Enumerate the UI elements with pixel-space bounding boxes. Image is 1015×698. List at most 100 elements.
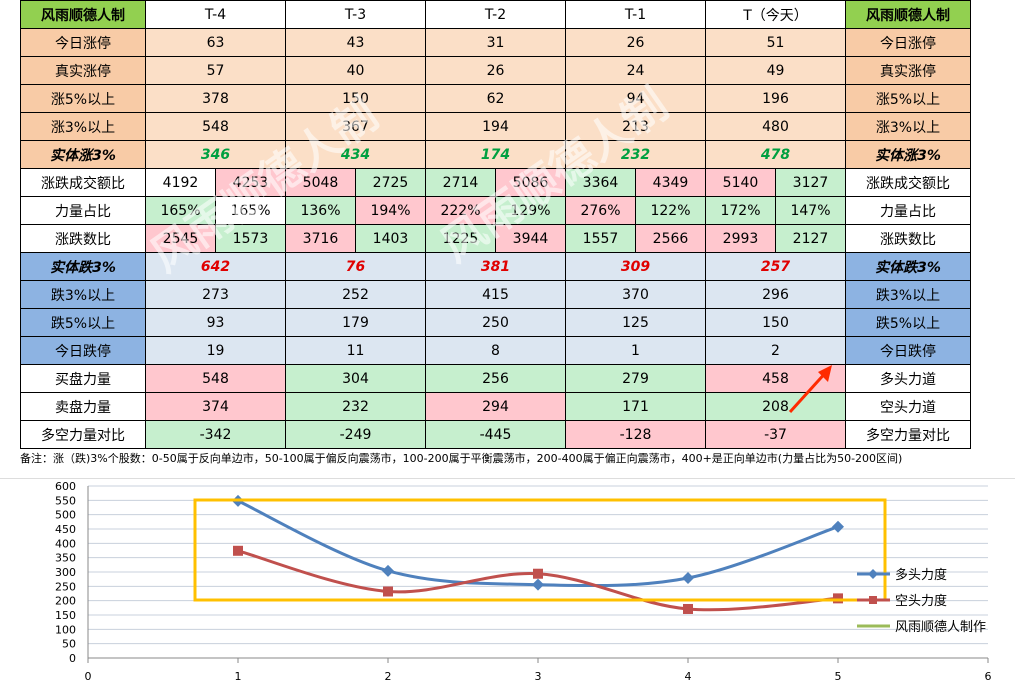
value-cell: 31 xyxy=(425,28,566,57)
y-tick-label: 300 xyxy=(55,566,76,579)
y-tick-label: 500 xyxy=(55,509,76,522)
row-label: 买盘力量 xyxy=(20,364,146,393)
value-cell: 232 xyxy=(565,140,706,169)
value-cell: 125 xyxy=(565,308,706,337)
y-tick-label: 550 xyxy=(55,494,76,507)
y-tick-label: 200 xyxy=(55,595,76,608)
pair-down-value: 122% xyxy=(636,197,705,224)
pair-down-value: 1403 xyxy=(356,225,425,252)
row-label-right: 涨跌数比 xyxy=(845,224,971,253)
row-label: 跌3%以上 xyxy=(20,280,146,309)
value-cell: 346 xyxy=(145,140,286,169)
row-label-right: 实体跌3% xyxy=(845,252,971,281)
row-label: 今日涨停 xyxy=(20,28,146,57)
pair-cell: 222% 129% xyxy=(425,196,566,225)
legend-marker xyxy=(869,596,877,604)
value-cell: 434 xyxy=(285,140,426,169)
value-cell: 150 xyxy=(705,308,846,337)
data-point-square xyxy=(683,603,693,614)
value-cell: -342 xyxy=(145,420,286,449)
column-header: T-1 xyxy=(565,0,706,29)
pair-cell: 172% 147% xyxy=(705,196,846,225)
data-point-square xyxy=(233,545,243,556)
x-tick-label: 0 xyxy=(85,670,92,683)
legend-label: 多头力度 xyxy=(895,567,947,583)
x-tick-label: 4 xyxy=(685,670,692,683)
row-label: 卖盘力量 xyxy=(20,392,146,421)
value-cell: 548 xyxy=(145,364,286,393)
row-label: 今日跌停 xyxy=(20,336,146,365)
pair-down-value: 2566 xyxy=(636,225,705,252)
value-cell: 256 xyxy=(425,364,566,393)
data-point-diamond xyxy=(832,520,844,533)
x-tick-label: 6 xyxy=(985,670,992,683)
data-point-square xyxy=(533,568,543,579)
spreadsheet: 风雨顺德人制 T-4 T-3 T-2 T-1 T（今天） 风雨顺德人制 今日涨停 63 43 31 2… xyxy=(20,0,971,465)
value-cell: 171 xyxy=(565,392,706,421)
pair-down-value: 2725 xyxy=(356,169,425,196)
row-label: 涨跌数比 xyxy=(20,224,146,253)
column-header: T（今天） xyxy=(705,0,846,29)
row-label-right: 真实涨停 xyxy=(845,56,971,85)
value-cell: 367 xyxy=(285,112,426,141)
value-cell: 296 xyxy=(705,280,846,309)
row-label-right: 跌5%以上 xyxy=(845,308,971,337)
value-cell: -445 xyxy=(425,420,566,449)
pair-down-value: 4253 xyxy=(216,169,285,196)
x-tick-label: 3 xyxy=(535,670,542,683)
pair-cell: 5140 3127 xyxy=(705,168,846,197)
pair-cell: 165% 165% xyxy=(145,196,286,225)
value-cell: 1 xyxy=(565,336,706,365)
value-cell: 174 xyxy=(425,140,566,169)
value-cell: 51 xyxy=(705,28,846,57)
value-cell: 480 xyxy=(705,112,846,141)
value-cell: 294 xyxy=(425,392,566,421)
value-cell: -249 xyxy=(285,420,426,449)
value-cell: 94 xyxy=(565,84,706,113)
row-label-right: 空头力道 xyxy=(845,392,971,421)
row-label: 涨跌成交额比 xyxy=(20,168,146,197)
pair-up-value: 2545 xyxy=(146,225,216,252)
pair-cell: 2545 1573 xyxy=(145,224,286,253)
pair-up-value: 2993 xyxy=(706,225,776,252)
value-cell: 179 xyxy=(285,308,426,337)
pair-down-value: 3944 xyxy=(496,225,565,252)
pair-up-value: 222% xyxy=(426,197,496,224)
value-cell: -128 xyxy=(565,420,706,449)
column-header: T-3 xyxy=(285,0,426,29)
value-cell: 40 xyxy=(285,56,426,85)
value-cell: 11 xyxy=(285,336,426,365)
y-tick-label: 600 xyxy=(55,480,76,493)
pair-down-value: 3127 xyxy=(776,169,845,196)
data-point-square xyxy=(383,586,393,597)
value-cell: 213 xyxy=(565,112,706,141)
value-cell: 19 xyxy=(145,336,286,365)
pair-cell: 5048 2725 xyxy=(285,168,426,197)
data-point-diamond xyxy=(532,578,544,591)
value-cell: 252 xyxy=(285,280,426,309)
row-label: 跌5%以上 xyxy=(20,308,146,337)
row-label: 力量占比 xyxy=(20,196,146,225)
table-note: 备注：涨（跌)3%个股数：0-50属于反向单边市，50-100属于偏反向震荡市，… xyxy=(20,452,903,465)
brand-header-left: 风雨顺德人制 xyxy=(20,0,146,29)
value-cell: 93 xyxy=(145,308,286,337)
value-cell: 309 xyxy=(565,252,706,281)
pair-up-value: 276% xyxy=(566,197,636,224)
row-label-right: 实体涨3% xyxy=(845,140,971,169)
pair-up-value: 1557 xyxy=(566,225,636,252)
y-tick-label: 250 xyxy=(55,580,76,593)
column-header: T-4 xyxy=(145,0,286,29)
value-cell: 370 xyxy=(565,280,706,309)
value-cell: -37 xyxy=(705,420,846,449)
data-point-square xyxy=(833,593,843,604)
value-cell: 232 xyxy=(285,392,426,421)
legend-label: 风雨顺德人制作 xyxy=(895,620,986,635)
pair-up-value: 136% xyxy=(286,197,356,224)
y-tick-label: 350 xyxy=(55,552,76,565)
pair-up-value: 3716 xyxy=(286,225,356,252)
value-cell: 642 xyxy=(145,252,286,281)
legend-marker xyxy=(868,569,878,579)
value-cell: 26 xyxy=(565,28,706,57)
red-arrow-icon xyxy=(788,365,832,414)
legend-label: 空头力度 xyxy=(895,593,947,609)
